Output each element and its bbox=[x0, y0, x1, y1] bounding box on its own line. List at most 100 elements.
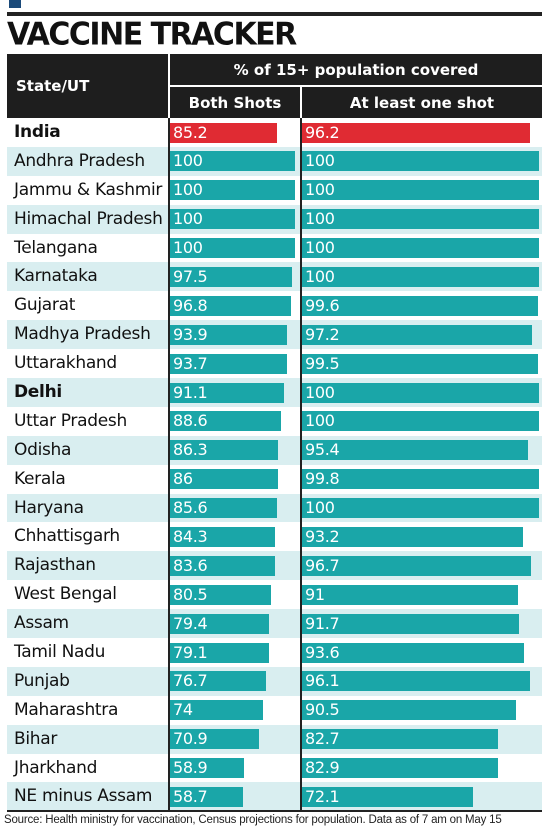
one-shot-bar: 96.1 bbox=[302, 671, 530, 692]
state-label: Jammu & Kashmir bbox=[14, 179, 163, 200]
table-row: Jharkhand 58.9 82.9 bbox=[7, 754, 542, 783]
one-shot-header: At least one shot bbox=[302, 87, 542, 118]
bottom-rule bbox=[7, 810, 542, 812]
both-shots-bar: 100 bbox=[170, 180, 295, 201]
table-row: Karnataka 97.5 100 bbox=[7, 262, 542, 292]
one-shot-bar: 100 bbox=[302, 382, 539, 403]
table-row: Punjab 76.7 96.1 bbox=[7, 666, 542, 696]
state-label: Jharkhand bbox=[14, 757, 98, 778]
both-shots-bar: 93.7 bbox=[170, 353, 288, 374]
source-note: Source: Health ministry for vaccination,… bbox=[4, 814, 502, 826]
state-label: NE minus Assam bbox=[14, 786, 153, 807]
state-label: Karnataka bbox=[14, 266, 98, 287]
one-shot-bar: 100 bbox=[302, 266, 539, 287]
column-divider bbox=[168, 118, 170, 811]
state-label: Uttar Pradesh bbox=[14, 410, 127, 431]
one-shot-bar: 99.6 bbox=[302, 295, 539, 316]
table-row: Odisha 86.3 95.4 bbox=[7, 435, 542, 465]
table-row: Gujarat 96.8 99.6 bbox=[7, 291, 542, 320]
table-row: Himachal Pradesh 100 100 bbox=[7, 204, 542, 234]
both-shots-bar: 58.9 bbox=[170, 758, 244, 779]
state-label: Telangana bbox=[14, 237, 98, 258]
both-shots-bar: 83.6 bbox=[170, 555, 275, 576]
both-shots-bar: 86.3 bbox=[170, 440, 278, 461]
table-row: Delhi 91.1 100 bbox=[7, 378, 542, 407]
state-label: Assam bbox=[14, 613, 69, 634]
one-shot-bar: 100 bbox=[302, 411, 539, 432]
table-row: Madhya Pradesh 93.9 97.2 bbox=[7, 320, 542, 350]
both-shots-bar: 86 bbox=[170, 469, 278, 490]
one-shot-bar: 100 bbox=[302, 498, 539, 519]
table-row: Telangana 100 100 bbox=[7, 234, 542, 263]
one-shot-bar: 93.6 bbox=[302, 642, 524, 663]
chart-title: VACCINE TRACKER bbox=[7, 16, 297, 53]
both-shots-bar: 74 bbox=[170, 700, 263, 721]
table-row: Jammu & Kashmir 100 100 bbox=[7, 176, 542, 205]
state-label: Himachal Pradesh bbox=[14, 208, 163, 229]
state-column-header: State/UT bbox=[7, 54, 168, 118]
state-label: Madhya Pradesh bbox=[14, 324, 151, 345]
state-label: Odisha bbox=[14, 439, 72, 460]
state-label: Rajasthan bbox=[14, 555, 96, 576]
both-shots-bar: 76.7 bbox=[170, 671, 266, 692]
table-row: Maharashtra 74 90.5 bbox=[7, 696, 542, 725]
table-row: Haryana 85.6 100 bbox=[7, 493, 542, 523]
table-row: Kerala 86 99.8 bbox=[7, 465, 542, 494]
state-label: Gujarat bbox=[14, 295, 76, 316]
both-shots-bar: 93.9 bbox=[170, 324, 288, 345]
table-row: Uttarakhand 93.7 99.5 bbox=[7, 349, 542, 378]
one-shot-bar: 99.5 bbox=[302, 353, 538, 374]
one-shot-bar: 95.4 bbox=[302, 440, 529, 461]
both-shots-bar: 100 bbox=[170, 151, 295, 172]
both-shots-bar: 84.3 bbox=[170, 526, 276, 547]
both-shots-bar: 80.5 bbox=[170, 584, 271, 605]
table-row: Andhra Pradesh 100 100 bbox=[7, 146, 542, 176]
one-shot-bar: 100 bbox=[302, 151, 539, 172]
one-shot-bar: 82.9 bbox=[302, 758, 499, 779]
both-shots-bar: 97.5 bbox=[170, 266, 292, 287]
state-label: Andhra Pradesh bbox=[14, 150, 145, 171]
both-shots-bar: 91.1 bbox=[170, 382, 284, 403]
both-shots-bar: 96.8 bbox=[170, 295, 291, 316]
both-shots-bar: 88.6 bbox=[170, 411, 281, 432]
one-shot-bar: 99.8 bbox=[302, 469, 539, 490]
state-label: West Bengal bbox=[14, 584, 117, 605]
chart-rows: India 85.2 96.2 Andhra Pradesh 100 100 Jammu &… bbox=[7, 118, 542, 812]
state-label: Chhattisgarh bbox=[14, 526, 120, 547]
table-row: Bihar 70.9 82.7 bbox=[7, 724, 542, 754]
table-row: India 85.2 96.2 bbox=[7, 118, 542, 147]
group-column-header: % of 15+ population covered bbox=[170, 54, 542, 85]
both-shots-bar: 79.1 bbox=[170, 642, 269, 663]
state-label: Punjab bbox=[14, 670, 70, 691]
table-row: West Bengal 80.5 91 bbox=[7, 580, 542, 609]
table-row: Assam 79.4 91.7 bbox=[7, 609, 542, 639]
both-shots-bar: 100 bbox=[170, 209, 295, 230]
state-label: Maharashtra bbox=[14, 699, 119, 720]
both-shots-bar: 85.6 bbox=[170, 498, 277, 519]
one-shot-bar: 72.1 bbox=[302, 786, 473, 807]
state-label: Kerala bbox=[14, 468, 66, 489]
state-label: Delhi bbox=[14, 382, 62, 403]
top-rule bbox=[7, 12, 542, 16]
state-label: Haryana bbox=[14, 497, 84, 518]
one-shot-bar: 96.7 bbox=[302, 555, 532, 576]
both-shots-bar: 85.2 bbox=[170, 122, 277, 143]
state-label: Uttarakhand bbox=[14, 353, 117, 374]
state-label: Tamil Nadu bbox=[14, 642, 106, 663]
one-shot-bar: 82.7 bbox=[302, 729, 498, 750]
both-shots-bar: 70.9 bbox=[170, 729, 259, 750]
both-shots-header: Both Shots bbox=[170, 87, 300, 118]
table-row: NE minus Assam 58.7 72.1 bbox=[7, 782, 542, 812]
table-row: Rajasthan 83.6 96.7 bbox=[7, 551, 542, 581]
one-shot-bar: 91 bbox=[302, 584, 518, 605]
one-shot-bar: 100 bbox=[302, 238, 539, 259]
table-row: Chhattisgarh 84.3 93.2 bbox=[7, 522, 542, 551]
one-shot-bar: 97.2 bbox=[302, 324, 533, 345]
logo-mark bbox=[9, 0, 21, 8]
one-shot-bar: 90.5 bbox=[302, 700, 517, 721]
one-shot-bar: 100 bbox=[302, 180, 539, 201]
both-shots-bar: 58.7 bbox=[170, 786, 244, 807]
one-shot-bar: 100 bbox=[302, 209, 539, 230]
table-row: Uttar Pradesh 88.6 100 bbox=[7, 407, 542, 436]
one-shot-bar: 96.2 bbox=[302, 122, 530, 143]
